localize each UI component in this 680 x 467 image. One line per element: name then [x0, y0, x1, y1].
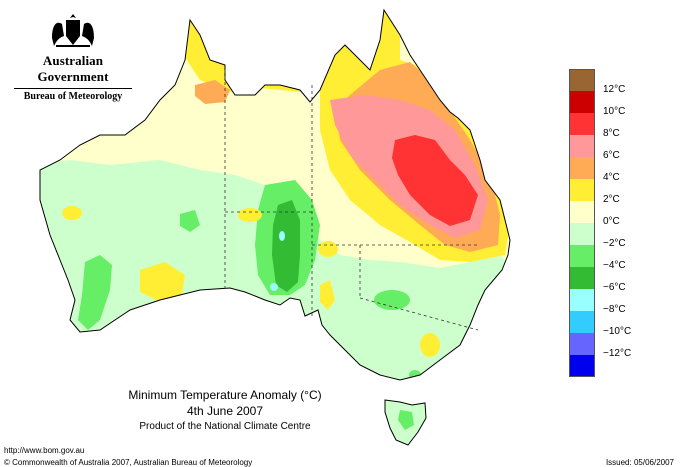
- legend-label: 2°C: [603, 194, 620, 205]
- legend-label: 8°C: [603, 128, 620, 139]
- legend-row: 10°C: [569, 91, 669, 117]
- legend-row: [569, 355, 669, 377]
- legend-row: −6°C: [569, 267, 669, 293]
- legend-label: 0°C: [603, 216, 620, 227]
- legend-row: 8°C: [569, 113, 669, 139]
- legend-swatch: [569, 355, 595, 377]
- legend-swatch: [569, 201, 595, 223]
- source-url[interactable]: http://www.bom.gov.au: [4, 446, 85, 455]
- legend-label: −8°C: [603, 304, 626, 315]
- legend-row: −8°C: [569, 289, 669, 315]
- legend-swatch: [569, 245, 595, 267]
- legend-row: 2°C: [569, 179, 669, 205]
- legend-label: 10°C: [603, 106, 626, 117]
- legend-swatch: [569, 135, 595, 157]
- map-title-block: Minimum Temperature Anomaly (°C) 4th Jun…: [95, 387, 355, 435]
- legend-row: 4°C: [569, 157, 669, 183]
- issued-date: Issued: 05/06/2007: [605, 458, 674, 467]
- legend-swatch: [569, 267, 595, 289]
- legend-label: −10°C: [603, 326, 632, 337]
- legend-row: 6°C: [569, 135, 669, 161]
- legend-label: −6°C: [603, 282, 626, 293]
- map-producer: Product of the National Climate Centre: [139, 421, 311, 432]
- legend-swatch: [569, 289, 595, 311]
- legend-row: −2°C: [569, 223, 669, 249]
- legend-label: −2°C: [603, 238, 626, 249]
- temperature-legend: 12°C 10°C 8°C 6°C 4°C 2°C 0°C −2°C −4°C −6°C −8°C −…: [569, 69, 669, 377]
- legend-swatch: [569, 179, 595, 201]
- legend-row: −10°C: [569, 311, 669, 337]
- legend-swatch: [569, 223, 595, 245]
- legend-swatch: [569, 69, 595, 91]
- legend-swatch: [569, 311, 595, 333]
- legend-row: 12°C: [569, 69, 669, 95]
- legend-label: 12°C: [603, 84, 626, 95]
- legend-label: −4°C: [603, 260, 626, 271]
- legend-swatch: [569, 113, 595, 135]
- government-logo: Australian Government Bureau of Meteorol…: [8, 10, 138, 102]
- government-label: Australian Government: [37, 53, 109, 84]
- copyright-text: © Commonwealth of Australia 2007, Austra…: [4, 458, 253, 467]
- legend-swatch: [569, 333, 595, 355]
- legend-row: −4°C: [569, 245, 669, 271]
- legend-label: 6°C: [603, 150, 620, 161]
- map-date: 4th June 2007: [186, 404, 264, 418]
- map-title: Minimum Temperature Anomaly (°C): [128, 388, 322, 402]
- bureau-label: Bureau of Meteorology: [23, 91, 123, 102]
- legend-label: −12°C: [603, 348, 632, 359]
- coat-of-arms-icon: [52, 14, 94, 47]
- legend-label: 4°C: [603, 172, 620, 183]
- legend-row: 0°C: [569, 201, 669, 227]
- legend-swatch: [569, 91, 595, 113]
- logo-divider: [14, 88, 132, 89]
- legend-row: −12°C: [569, 333, 669, 359]
- legend-swatch: [569, 157, 595, 179]
